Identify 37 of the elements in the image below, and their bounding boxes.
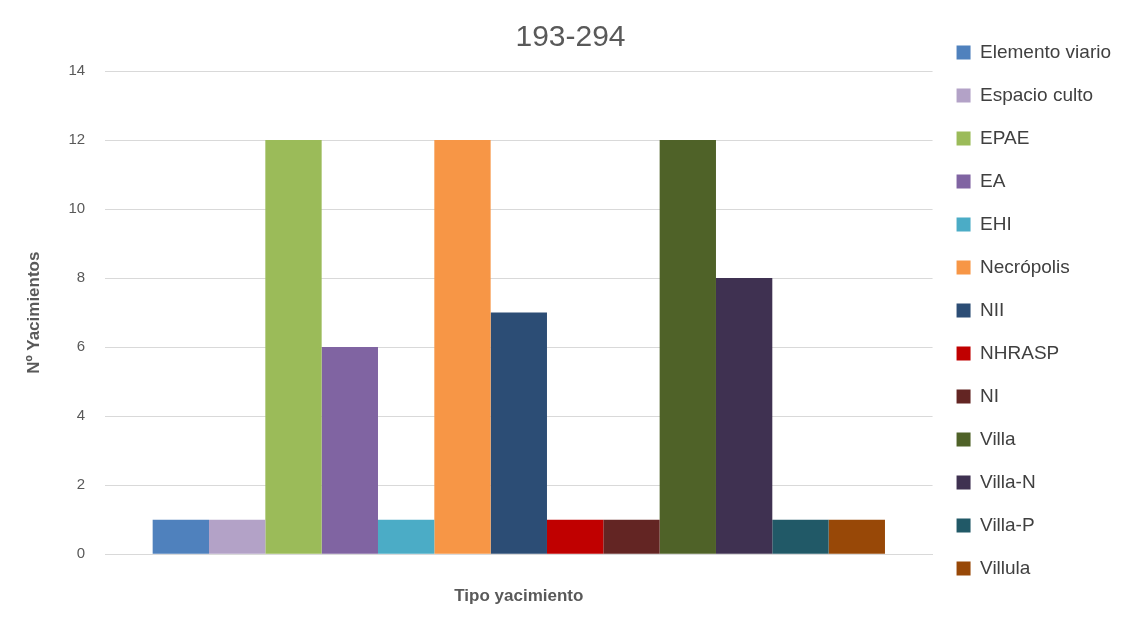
legend-label: Villula: [980, 556, 1031, 578]
bar: [377, 519, 435, 554]
bar: [265, 140, 322, 554]
y-tick-label: 0: [76, 544, 86, 562]
legend-label: EPAE: [980, 126, 1030, 148]
legend-label: Necrópolis: [980, 255, 1070, 277]
bar: [772, 519, 829, 554]
bar: [546, 519, 604, 554]
legend-label: Elemento viario: [980, 40, 1111, 62]
legend-label: Espacio culto: [980, 83, 1094, 105]
bar: [659, 140, 716, 554]
legend-label: Villa: [980, 427, 1017, 449]
x-axis-title: Tipo yacimiento: [454, 586, 584, 606]
legend-label: NII: [980, 298, 1005, 320]
bar: [321, 347, 378, 554]
y-tick-label: 4: [76, 406, 86, 424]
y-tick-label: 8: [76, 268, 86, 286]
bar: [434, 140, 491, 554]
y-axis-title: Nº Yacimientos: [23, 251, 43, 374]
bar: [715, 278, 773, 554]
legend-label: Villa-P: [980, 513, 1035, 535]
chart-title: 193-294: [515, 19, 626, 53]
y-tick-label: 10: [68, 199, 86, 217]
y-tick-label: 14: [68, 61, 86, 79]
bar: [828, 519, 885, 554]
legend-label: NHRASP: [980, 341, 1060, 363]
y-tick-label: 12: [68, 130, 86, 148]
y-tick-label: 2: [76, 475, 86, 493]
bar: [152, 519, 209, 554]
bar: [603, 519, 660, 554]
bar: [209, 519, 266, 554]
legend-label: NI: [980, 384, 1000, 406]
bar: [490, 312, 547, 554]
legend-label: EA: [980, 169, 1006, 191]
legend-label: Villa-N: [980, 470, 1036, 492]
y-tick-label: 6: [76, 337, 86, 355]
legend-label: EHI: [980, 212, 1012, 234]
